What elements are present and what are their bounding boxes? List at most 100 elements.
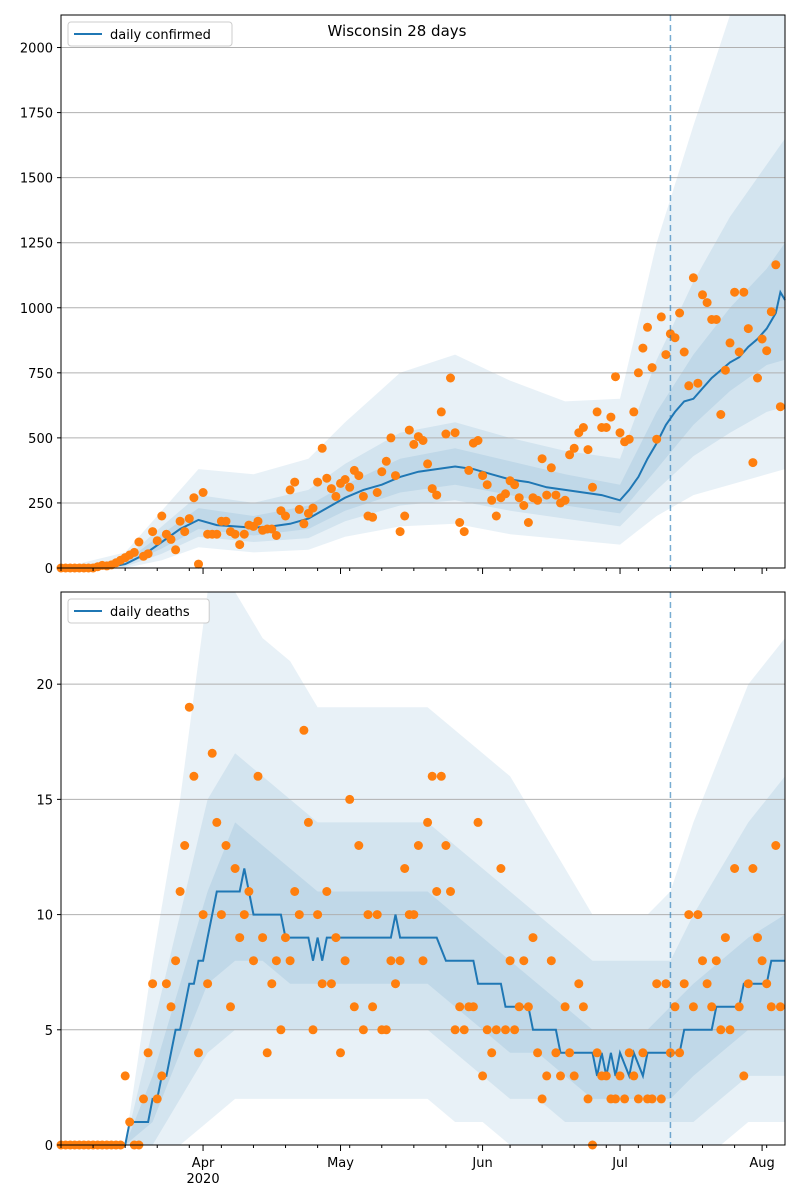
data-point — [560, 495, 570, 505]
data-point — [633, 368, 643, 378]
data-point — [611, 1094, 620, 1104]
data-point — [432, 490, 442, 500]
data-point — [322, 887, 332, 896]
data-point — [766, 1002, 776, 1012]
data-point — [707, 1002, 717, 1012]
data-point — [432, 887, 442, 896]
data-point — [212, 529, 222, 539]
data-point — [395, 956, 405, 966]
data-point — [519, 501, 529, 510]
data-point — [450, 1025, 460, 1035]
data-point — [381, 456, 391, 466]
data-point — [615, 428, 625, 438]
data-point — [556, 1071, 565, 1081]
data-point — [679, 979, 689, 989]
legend-label: daily deaths — [110, 605, 190, 620]
legend-label: daily confirmed — [110, 28, 211, 43]
confirmed-chart-panel: 0 250 500 750 1000 1250 1500 1750 2000 Wisconsin… — [20, 14, 786, 577]
data-point — [459, 527, 469, 537]
data-point — [574, 979, 584, 989]
data-point — [441, 429, 451, 439]
data-point — [514, 1002, 524, 1012]
data-point — [638, 343, 648, 353]
data-point — [464, 465, 474, 475]
data-point — [661, 979, 671, 989]
data-point — [134, 537, 144, 547]
data-point — [711, 315, 721, 324]
data-point — [551, 490, 561, 500]
data-point — [395, 527, 405, 537]
deaths-y-axis-ticks: 0 5 10 15 20 — [36, 678, 61, 1154]
data-point — [446, 373, 455, 383]
data-point — [450, 428, 460, 438]
data-point — [702, 298, 712, 308]
data-point — [601, 1071, 611, 1081]
y-tick-label: 0 — [45, 562, 53, 577]
data-point — [423, 459, 433, 469]
data-point — [482, 1025, 492, 1035]
data-point — [688, 1002, 698, 1012]
data-point — [239, 529, 249, 539]
data-point — [592, 407, 602, 417]
data-point — [143, 1048, 153, 1058]
data-point — [285, 956, 295, 966]
data-point — [620, 1094, 630, 1104]
data-point — [139, 1094, 148, 1104]
data-point — [523, 1002, 533, 1012]
y-tick-label: 20 — [36, 678, 53, 693]
y-tick-label: 1000 — [20, 302, 53, 317]
data-point — [487, 1048, 497, 1058]
data-point — [771, 260, 781, 270]
data-point — [326, 484, 336, 494]
data-point — [303, 817, 313, 827]
data-point — [340, 956, 350, 966]
data-point — [331, 933, 341, 943]
data-point — [198, 488, 208, 497]
deaths-gridlines — [61, 683, 785, 1146]
data-point — [459, 1025, 469, 1035]
data-point — [290, 477, 300, 487]
data-point — [148, 979, 158, 989]
data-point — [267, 979, 277, 989]
data-point — [207, 748, 217, 758]
data-point — [436, 771, 446, 781]
data-point — [455, 518, 465, 527]
data-point — [368, 1002, 378, 1012]
data-point — [661, 350, 671, 360]
data-point — [501, 1025, 510, 1035]
data-point — [418, 956, 428, 966]
data-point — [391, 979, 400, 989]
data-point — [711, 956, 721, 966]
data-point — [294, 910, 304, 920]
data-point — [510, 480, 520, 490]
data-point — [643, 322, 652, 332]
band-inner — [61, 242, 785, 568]
data-point — [629, 1071, 639, 1081]
data-point — [656, 1094, 666, 1104]
data-point — [148, 527, 158, 537]
data-point — [372, 488, 382, 497]
data-point — [468, 1002, 478, 1012]
band-outer — [61, 592, 785, 1145]
data-point — [762, 979, 772, 989]
data-point — [615, 1071, 625, 1081]
data-point — [775, 1002, 785, 1012]
data-point — [184, 702, 194, 712]
data-point — [409, 439, 419, 449]
data-point — [317, 979, 327, 989]
y-tick-label: 10 — [36, 909, 53, 924]
data-point — [716, 1025, 726, 1035]
data-point — [753, 373, 762, 383]
data-point — [313, 910, 323, 920]
data-point — [285, 485, 295, 495]
data-point — [684, 381, 694, 391]
deaths-legend: daily deaths — [67, 598, 210, 624]
data-point — [299, 519, 309, 529]
data-point — [638, 1048, 648, 1058]
data-point — [478, 471, 488, 481]
x-tick-sublabel: 2020 — [187, 1172, 220, 1187]
data-point — [670, 333, 680, 343]
data-point — [720, 933, 730, 943]
data-point — [290, 887, 300, 896]
data-point — [739, 287, 749, 297]
